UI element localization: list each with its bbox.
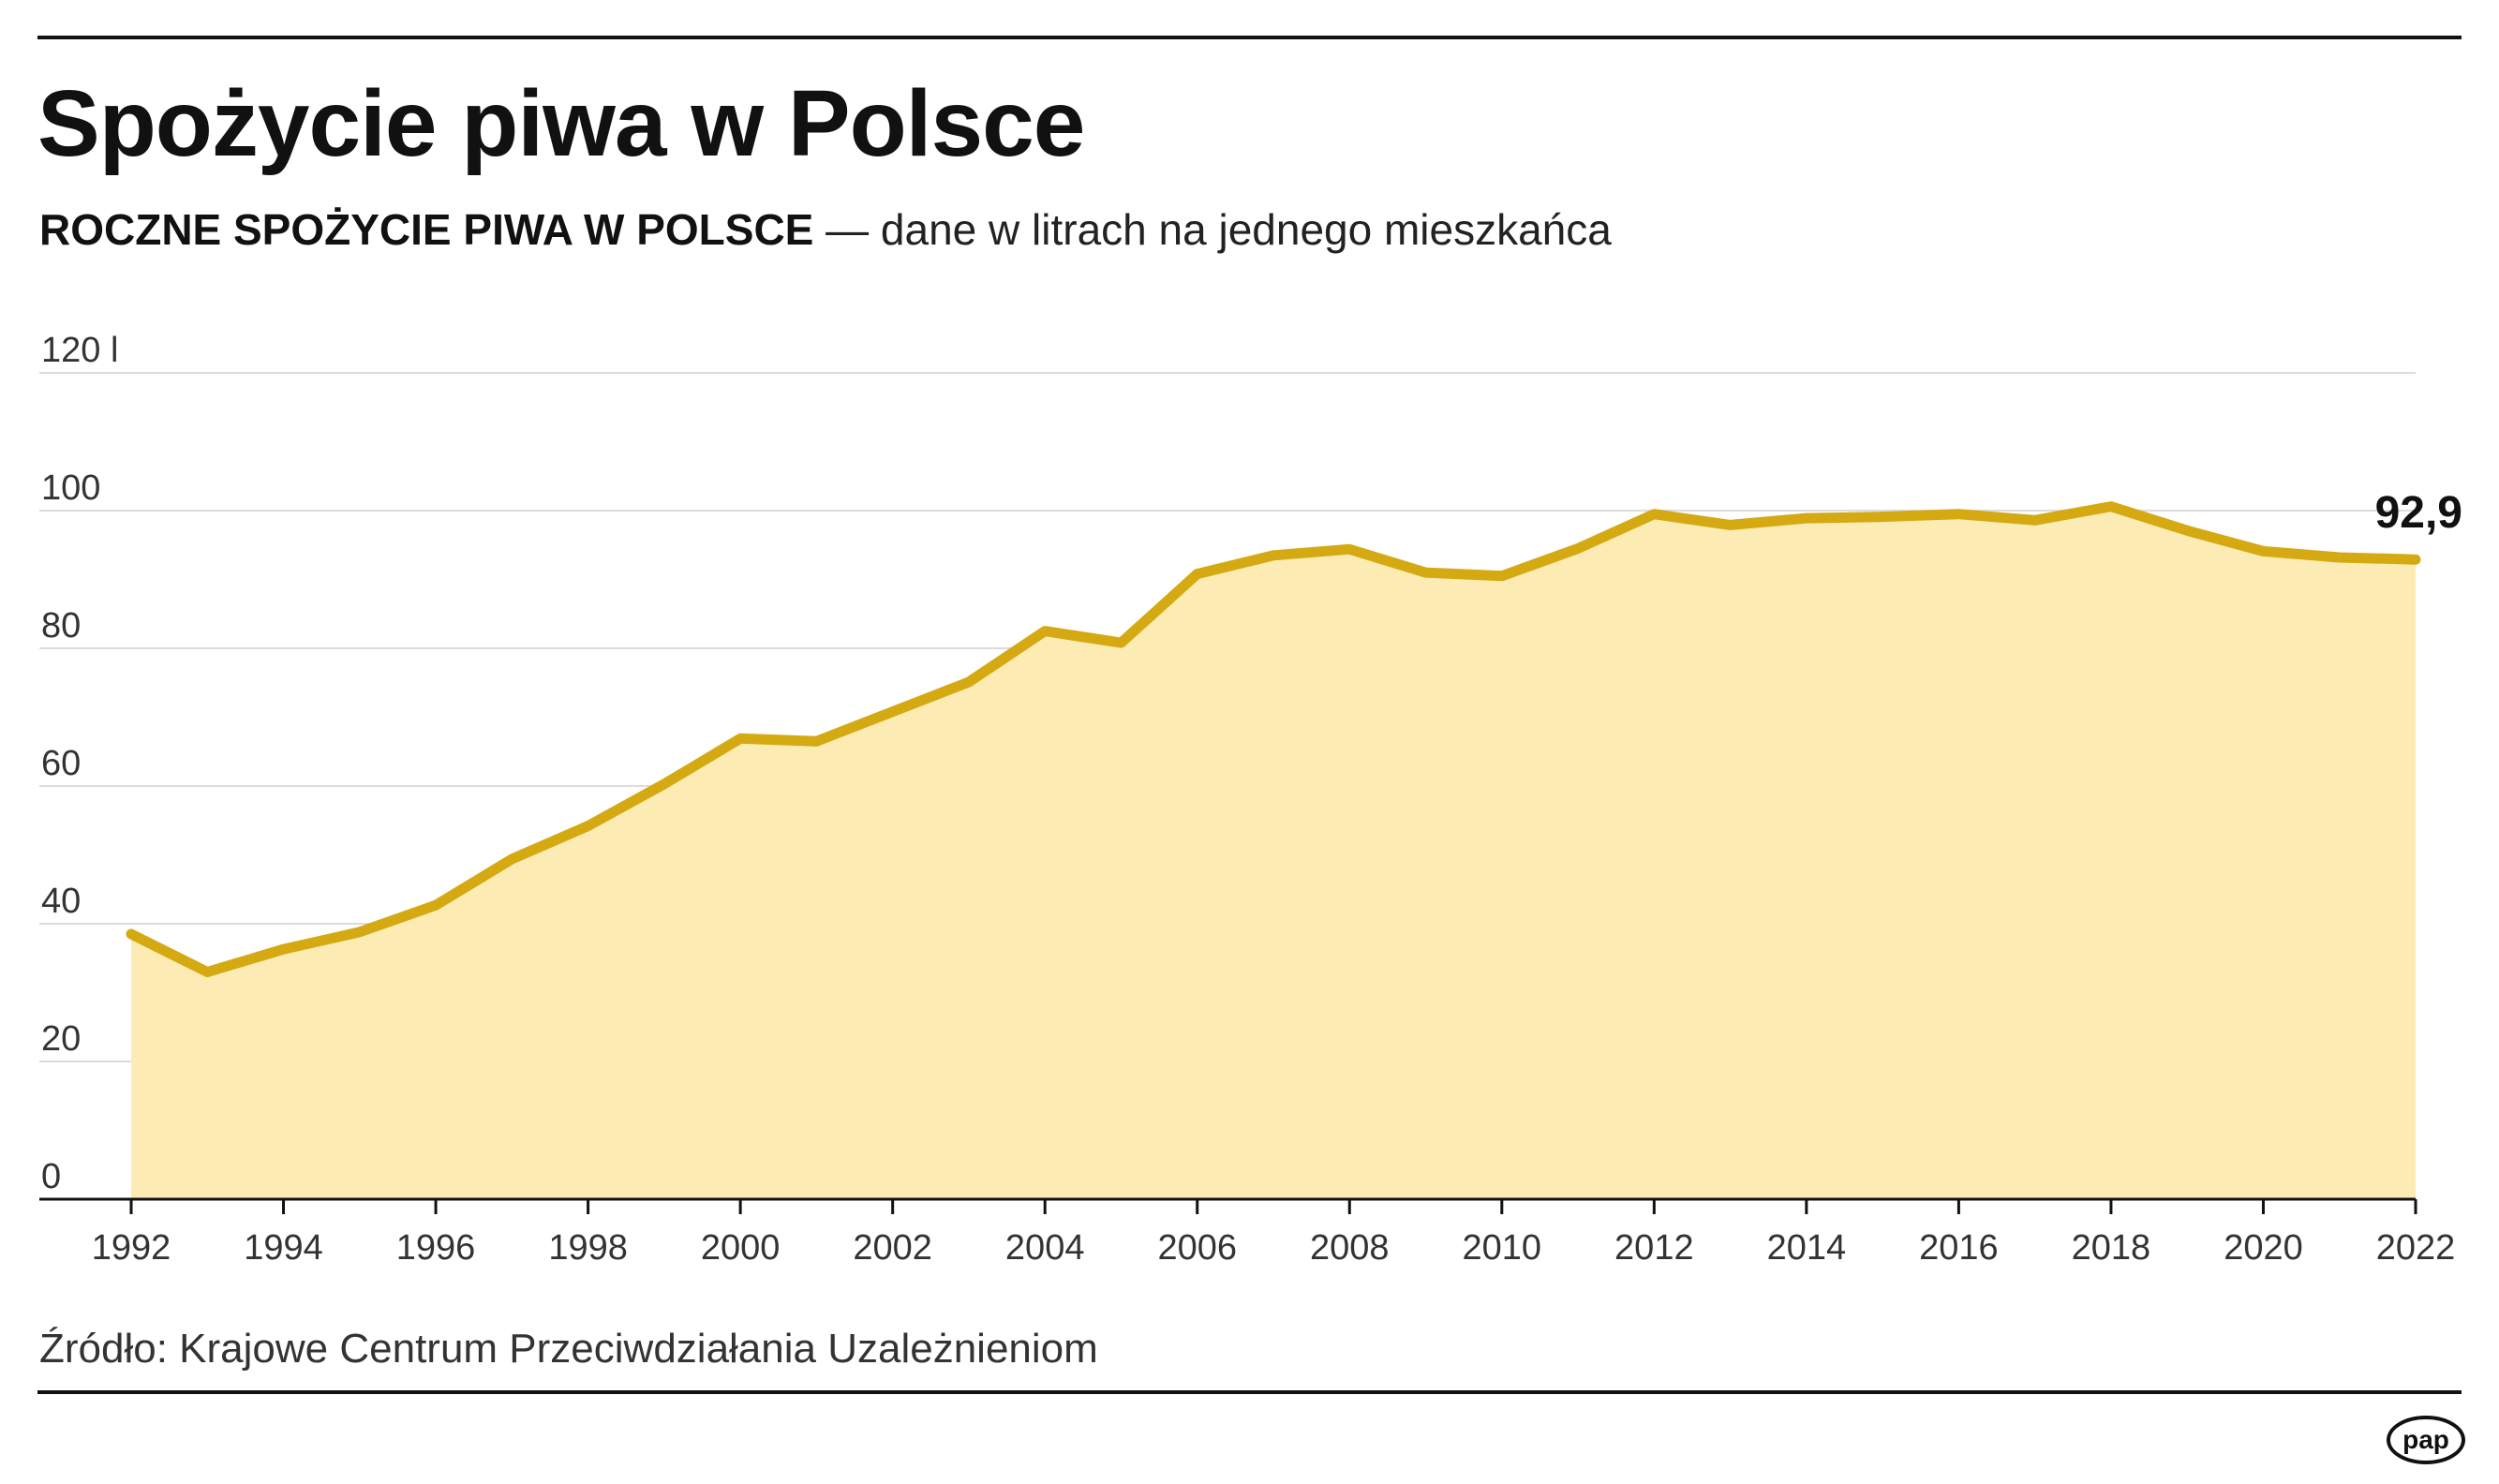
x-tick-label: 2022 bbox=[2376, 1228, 2456, 1268]
x-tick-label: 2012 bbox=[1614, 1228, 1694, 1268]
y-tick-label: 100 bbox=[41, 468, 100, 508]
series-line bbox=[126, 501, 2421, 977]
x-tick-label: 2020 bbox=[2224, 1228, 2303, 1268]
subtitle-rest: — dane w litrach na jednego mieszkańca bbox=[813, 205, 1612, 254]
label-layer: 0 20 40 60 80 100 120 l 1992 1994 1996 1998 2000 200… bbox=[41, 331, 2462, 1268]
y-tick-label: 80 bbox=[41, 606, 81, 646]
x-tick-label: 2010 bbox=[1463, 1228, 1542, 1268]
bottom-rule bbox=[37, 1390, 2462, 1394]
area-fill bbox=[131, 506, 2416, 1199]
x-tick-label: 1996 bbox=[396, 1228, 476, 1268]
page-title: Spożycie piwa w Polsce bbox=[37, 71, 1085, 176]
x-tick-label: 2016 bbox=[1919, 1228, 1999, 1268]
end-value-label: 92,9 bbox=[2375, 488, 2462, 538]
beer-consumption-chart: 0 20 40 60 80 100 120 l 1992 1994 1996 1998 2000 200… bbox=[39, 331, 2462, 1268]
pap-logo-text: pap bbox=[2402, 1425, 2449, 1454]
x-tick-label: 2002 bbox=[853, 1228, 932, 1268]
y-tick-label: 20 bbox=[41, 1019, 81, 1059]
x-tick-label: 1998 bbox=[548, 1228, 628, 1268]
y-tick-label: 0 bbox=[41, 1157, 61, 1196]
x-tick-label: 2008 bbox=[1310, 1228, 1390, 1268]
chart-subtitle: ROCZNE SPOŻYCIE PIWA W POLSCE — dane w l… bbox=[39, 208, 1612, 251]
x-tick-label: 2000 bbox=[701, 1228, 781, 1268]
x-tick-label: 2004 bbox=[1005, 1228, 1085, 1268]
x-tick-label: 2018 bbox=[2072, 1228, 2151, 1268]
area-layer bbox=[126, 501, 2421, 1199]
y-tick-label: 60 bbox=[41, 744, 81, 783]
x-tick-label: 1992 bbox=[92, 1228, 171, 1268]
y-tick-label: 120 l bbox=[41, 331, 118, 370]
x-tick-label: 2006 bbox=[1157, 1228, 1237, 1268]
axis-layer bbox=[39, 1197, 2417, 1214]
pap-logo: pap bbox=[2387, 1416, 2465, 1464]
top-rule bbox=[37, 36, 2462, 39]
y-tick-label: 40 bbox=[41, 882, 81, 921]
x-tick-label: 1994 bbox=[244, 1228, 323, 1268]
subtitle-strong: ROCZNE SPOŻYCIE PIWA W POLSCE bbox=[39, 205, 814, 254]
source-note: Źródło: Krajowe Centrum Przeciwdziałania… bbox=[39, 1326, 1098, 1372]
x-tick-label: 2014 bbox=[1767, 1228, 1847, 1268]
